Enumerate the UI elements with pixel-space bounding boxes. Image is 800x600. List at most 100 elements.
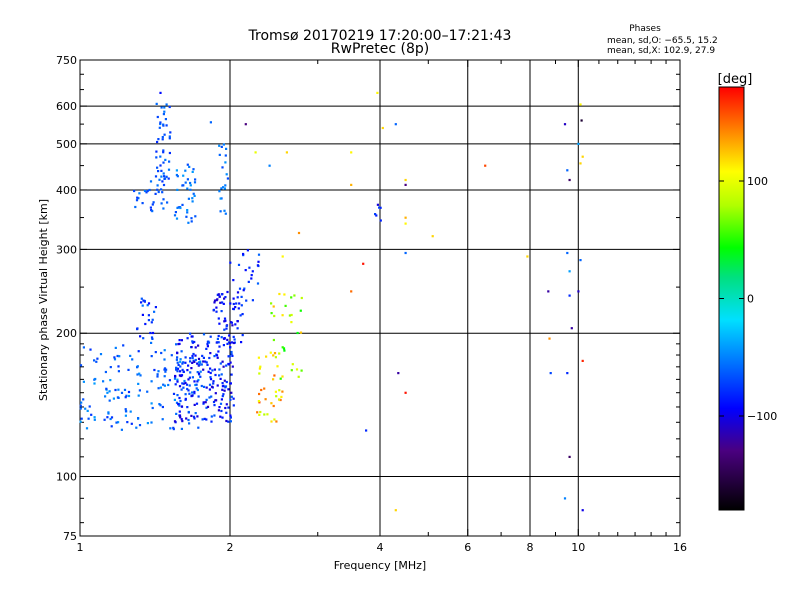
echo-point: [269, 351, 272, 354]
echo-point: [297, 231, 301, 235]
echo-point: [206, 363, 209, 366]
echo-point: [153, 310, 156, 313]
echo-point: [404, 178, 407, 182]
echo-point: [217, 293, 220, 296]
echo-point: [180, 405, 183, 408]
echo-point: [161, 191, 164, 194]
echo-point: [141, 313, 144, 316]
echo-point: [192, 168, 195, 171]
echo-point: [161, 418, 164, 421]
echo-point: [150, 421, 153, 424]
echo-point: [159, 155, 162, 158]
echo-point: [195, 387, 198, 390]
echo-point: [184, 381, 187, 385]
echo-point: [175, 412, 178, 415]
echo-point: [220, 336, 223, 339]
echo-point: [150, 341, 153, 344]
echo-point: [189, 188, 192, 191]
echo-point: [178, 414, 182, 417]
echo-point: [223, 187, 226, 190]
echo-point: [290, 321, 293, 324]
echo-point: [217, 334, 220, 338]
echo-point: [242, 252, 245, 256]
echo-point: [182, 386, 185, 389]
x-tick-label: 4: [377, 541, 384, 554]
echo-point: [191, 391, 194, 394]
echo-point: [263, 387, 266, 390]
echo-point: [157, 138, 160, 141]
echo-point: [159, 122, 162, 126]
echo-point: [145, 191, 148, 194]
echo-point: [185, 417, 188, 420]
echo-point: [124, 396, 127, 399]
echo-point: [186, 178, 189, 181]
echo-point: [212, 308, 215, 311]
echo-point: [250, 274, 253, 277]
echo-point: [230, 350, 233, 354]
echo-point: [218, 144, 221, 147]
echo-point: [142, 337, 145, 340]
echo-point: [229, 261, 232, 264]
echo-point: [226, 342, 229, 345]
echo-point: [179, 358, 182, 361]
echo-point: [146, 390, 149, 393]
echo-point: [176, 351, 179, 354]
y-tick-label: 750: [56, 54, 77, 67]
echo-point: [241, 313, 244, 316]
echo-point: [176, 394, 179, 397]
echo-point: [218, 345, 221, 348]
echo-point: [281, 314, 284, 317]
echo-point: [93, 359, 96, 362]
echo-point: [158, 126, 161, 129]
echo-point: [113, 356, 116, 359]
echo-point: [283, 349, 286, 352]
echo-point: [190, 414, 193, 417]
echo-point: [184, 397, 187, 400]
echo-point: [213, 301, 216, 304]
echo-point: [150, 321, 153, 324]
echo-point: [276, 365, 279, 368]
echo-point: [205, 361, 208, 364]
echo-point: [163, 368, 166, 371]
echo-point: [197, 361, 201, 364]
echo-point: [169, 131, 172, 134]
echo-point: [242, 289, 245, 292]
echo-point: [139, 374, 142, 377]
echo-point: [160, 188, 163, 191]
echo-point: [579, 162, 582, 165]
echo-point: [568, 270, 571, 273]
echo-point: [208, 383, 212, 386]
echo-point: [162, 123, 165, 126]
echo-point: [181, 420, 184, 423]
echo-point: [200, 363, 203, 366]
echo-point: [270, 402, 273, 405]
echo-point: [129, 354, 132, 357]
echo-point: [160, 106, 163, 109]
echo-point: [223, 320, 226, 323]
echo-point: [162, 207, 165, 210]
echo-point: [214, 392, 217, 395]
echo-point: [378, 206, 381, 209]
echo-point: [164, 158, 167, 161]
echo-point: [278, 292, 281, 296]
echo-point: [178, 410, 181, 413]
echo-point: [221, 385, 224, 388]
echo-point: [137, 350, 140, 353]
echo-point: [284, 304, 287, 307]
echo-point: [225, 419, 228, 423]
echo-point: [155, 150, 158, 153]
echo-point: [191, 356, 194, 360]
echo-point: [189, 184, 192, 187]
echo-point: [193, 417, 196, 420]
echo-point: [168, 151, 171, 155]
echo-point: [222, 365, 225, 368]
echo-point: [248, 266, 251, 269]
echo-point: [153, 368, 156, 372]
echo-point: [141, 304, 144, 307]
echo-point: [181, 382, 184, 385]
echo-point: [157, 370, 160, 373]
echo-point: [186, 337, 189, 340]
echo-point: [193, 181, 197, 184]
echo-point: [115, 421, 118, 424]
